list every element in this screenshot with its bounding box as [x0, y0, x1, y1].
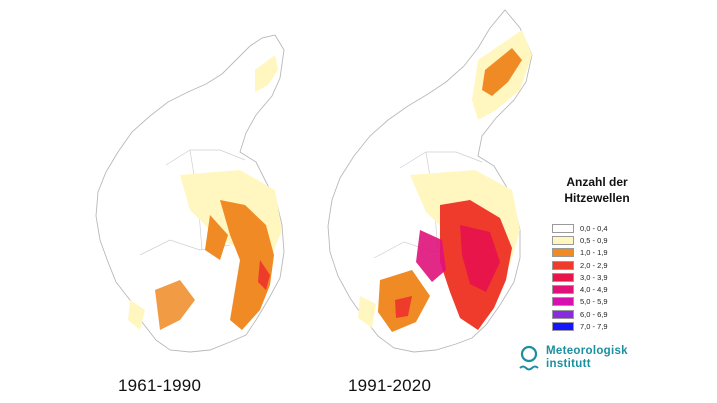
legend: Anzahl der Hitzewellen 0,0 - 0,4 0,5 - 0,…: [552, 174, 702, 333]
legend-swatch: [552, 223, 574, 233]
legend-item: 4,0 - 4,9: [552, 283, 702, 295]
legend-swatch: [552, 285, 574, 295]
legend-title: Anzahl der Hitzewellen: [564, 175, 630, 205]
legend-item: 1,0 - 1,9: [552, 247, 702, 259]
legend-item: 3,0 - 3,9: [552, 271, 702, 283]
legend-item: 6,0 - 6,9: [552, 308, 702, 320]
brand-name: Meteorologisk institutt: [546, 345, 628, 370]
map-1991-2020: [327, 9, 533, 353]
legend-label: 0,0 - 0,4: [580, 223, 608, 233]
legend-label: 7,0 - 7,9: [580, 322, 608, 332]
brand-logo: Meteorologisk institutt: [518, 345, 628, 375]
legend-item: 5,0 - 5,9: [552, 296, 702, 308]
legend-swatch: [552, 235, 574, 245]
legend-label: 3,0 - 3,9: [580, 272, 608, 282]
legend-label: 4,0 - 4,9: [580, 285, 608, 295]
legend-items: 0,0 - 0,4 0,5 - 0,9 1,0 - 1,9 2,0 - 2,9 3,0 …: [552, 222, 702, 333]
period-label-1961-1990: 1961-1990: [118, 376, 202, 395]
map-1961-1990: [95, 34, 285, 353]
legend-item: 7,0 - 7,9: [552, 320, 702, 332]
legend-swatch: [552, 309, 574, 319]
legend-swatch: [552, 248, 574, 258]
legend-swatch: [552, 260, 574, 270]
legend-label: 6,0 - 6,9: [580, 309, 608, 319]
legend-swatch: [552, 272, 574, 282]
legend-label: 0,5 - 0,9: [580, 235, 608, 245]
legend-label: 1,0 - 1,9: [580, 248, 608, 258]
legend-item: 0,0 - 0,4: [552, 222, 702, 234]
met-logo-icon: [519, 345, 539, 371]
legend-label: 5,0 - 5,9: [580, 297, 608, 307]
legend-swatch: [552, 297, 574, 307]
legend-label: 2,0 - 2,9: [580, 260, 608, 270]
legend-swatch: [552, 322, 574, 332]
legend-item: 2,0 - 2,9: [552, 259, 702, 271]
period-label-1991-2020: 1991-2020: [348, 376, 432, 395]
heatwave-areas: [128, 55, 282, 330]
legend-item: 0,5 - 0,9: [552, 234, 702, 246]
heatwave-areas: [358, 30, 532, 332]
